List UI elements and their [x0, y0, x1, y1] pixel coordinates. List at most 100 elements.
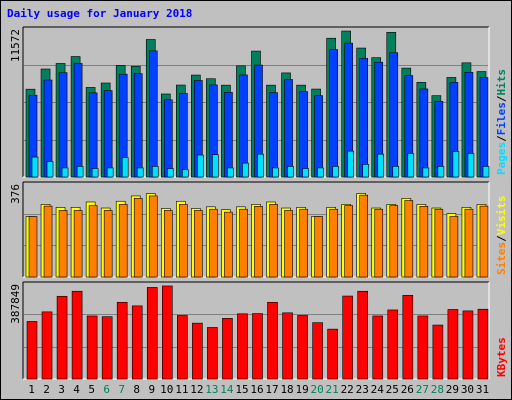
- bar-kbytes-day-20: [312, 322, 323, 380]
- bar-sites-day-30: [464, 208, 474, 278]
- bar-kbytes-day-16: [252, 313, 263, 380]
- bar-pages-day-21: [332, 166, 339, 178]
- bar-files-day-3: [58, 72, 68, 178]
- panel-0-max-label: 11572: [9, 29, 22, 62]
- bar-sites-day-15: [239, 208, 248, 278]
- bar-pages-day-8: [136, 167, 144, 178]
- bar-sites-day-10: [163, 210, 173, 278]
- bar-kbytes-day-4: [71, 290, 83, 380]
- bar-kbytes-day-15: [237, 313, 248, 380]
- bar-kbytes-day-28: [432, 324, 444, 380]
- bar-files-day-27: [419, 88, 429, 178]
- bar-sites-day-2: [43, 205, 53, 278]
- bar-pages-day-3: [61, 167, 69, 178]
- x-tick-label-day-22: 22: [341, 383, 354, 396]
- bar-sites-day-31: [479, 205, 489, 278]
- x-tick-label-day-9: 9: [148, 383, 155, 396]
- legend-slash: /: [495, 95, 508, 102]
- legend-visits: Visits: [495, 196, 508, 236]
- bar-sites-day-17: [269, 204, 278, 278]
- bar-sites-day-13: [209, 208, 218, 278]
- bar-sites-day-12: [194, 210, 203, 278]
- bar-pages-day-9: [151, 166, 159, 178]
- x-tick-label-day-21: 21: [326, 383, 339, 396]
- bar-sites-day-1: [28, 216, 38, 278]
- bar-kbytes-day-2: [41, 311, 53, 380]
- bar-kbytes-day-1: [26, 321, 38, 380]
- bar-pages-day-24: [377, 153, 385, 178]
- bar-files-day-18: [284, 79, 293, 178]
- panel-1-max-label: 376: [9, 184, 22, 204]
- bar-kbytes-day-18: [282, 312, 293, 380]
- x-tick-label-day-1: 1: [28, 383, 35, 396]
- bar-pages-day-4: [76, 166, 84, 178]
- panel-0-legend: Pages/Files/Hits: [495, 69, 508, 175]
- bar-kbytes-day-12: [192, 322, 203, 380]
- x-tick-label-day-10: 10: [160, 383, 173, 396]
- bar-kbytes-day-24: [372, 315, 384, 380]
- bar-pages-day-27: [422, 167, 430, 178]
- bar-pages-day-23: [362, 164, 370, 178]
- x-tick-label-day-28: 28: [431, 383, 444, 396]
- bar-sites-day-4: [73, 210, 83, 278]
- x-tick-label-day-26: 26: [401, 383, 414, 396]
- legend-slash: /: [495, 235, 508, 242]
- legend-pages: Pages: [495, 142, 508, 175]
- bar-sites-day-29: [449, 216, 459, 278]
- x-tick-label-day-11: 11: [175, 383, 188, 396]
- x-tick-label-day-30: 30: [461, 383, 474, 396]
- bar-kbytes-day-30: [462, 310, 474, 380]
- bar-kbytes-day-14: [222, 318, 233, 380]
- bar-files-day-9: [148, 50, 158, 178]
- bar-kbytes-day-25: [387, 309, 399, 380]
- bar-sites-day-11: [179, 204, 188, 278]
- bar-kbytes-day-9: [146, 287, 158, 380]
- bar-files-day-14: [224, 92, 233, 178]
- bar-kbytes-day-5: [86, 315, 98, 380]
- x-tick-label-day-24: 24: [371, 383, 385, 396]
- x-tick-label-day-8: 8: [133, 383, 140, 396]
- x-tick-label-day-14: 14: [220, 383, 234, 396]
- bar-sites-day-3: [58, 210, 68, 278]
- bar-pages-day-5: [91, 168, 99, 178]
- bar-pages-day-30: [467, 153, 475, 178]
- bar-files-day-6: [103, 90, 113, 178]
- bar-pages-day-29: [452, 151, 460, 178]
- x-tick-label-day-18: 18: [280, 383, 293, 396]
- bar-sites-day-28: [434, 208, 444, 278]
- bar-files-day-5: [88, 92, 98, 178]
- bar-pages-day-10: [166, 168, 174, 178]
- panel-2-max-label: 387849: [9, 284, 22, 324]
- bar-pages-day-20: [317, 167, 324, 178]
- legend-kbytes: KBytes: [495, 337, 508, 377]
- bar-sites-day-6: [103, 210, 113, 278]
- bar-pages-day-2: [46, 161, 54, 178]
- bar-pages-day-1: [31, 156, 39, 178]
- bar-sites-day-19: [299, 208, 308, 278]
- panel-2-legend: KBytes: [495, 337, 508, 377]
- bar-kbytes-day-23: [357, 290, 369, 380]
- bar-files-day-8: [133, 73, 143, 178]
- x-tick-label-day-5: 5: [88, 383, 95, 396]
- bar-kbytes-day-6: [101, 316, 113, 380]
- x-tick-label-day-15: 15: [235, 383, 248, 396]
- bar-files-day-17: [269, 92, 278, 178]
- legend-sites: Sites: [495, 242, 508, 275]
- bar-pages-day-6: [106, 167, 114, 178]
- bar-files-day-28: [434, 101, 444, 178]
- bar-kbytes-day-27: [417, 315, 429, 380]
- bar-kbytes-day-19: [297, 315, 308, 380]
- x-tick-label-day-7: 7: [118, 383, 125, 396]
- x-tick-label-day-4: 4: [73, 383, 80, 396]
- bar-pages-day-16: [257, 153, 264, 178]
- x-tick-label-day-17: 17: [265, 383, 278, 396]
- x-tick-label-day-31: 31: [476, 383, 489, 396]
- x-tick-label-day-27: 27: [416, 383, 429, 396]
- bar-sites-day-20: [314, 216, 323, 278]
- bar-sites-day-27: [419, 206, 429, 278]
- bar-pages-day-7: [121, 157, 129, 178]
- bar-pages-day-11: [182, 169, 189, 178]
- bar-sites-day-18: [284, 210, 293, 278]
- bar-kbytes-day-7: [116, 301, 128, 380]
